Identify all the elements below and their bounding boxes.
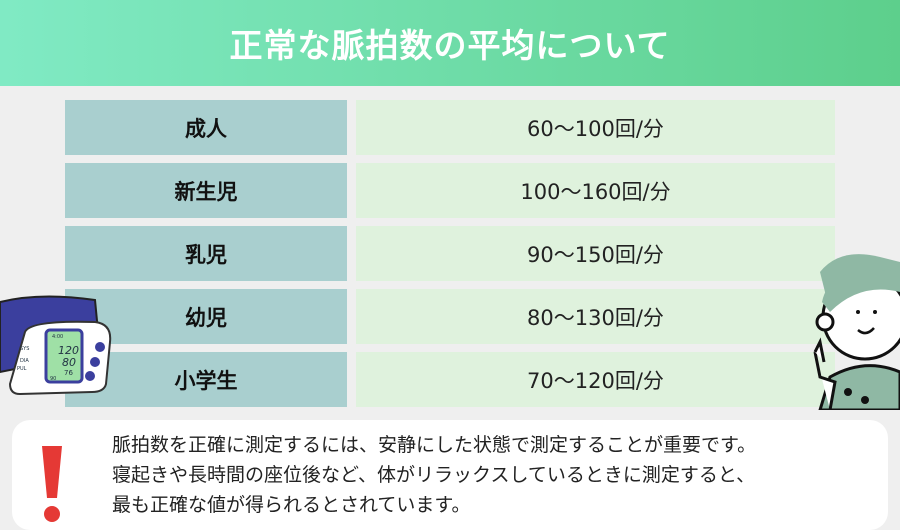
blood-pressure-monitor-icon: 4:00 SYS DIA PUL 120 80 76 90 [0, 295, 112, 396]
age-label: 新生児 [65, 163, 347, 218]
svg-text:90: 90 [50, 376, 56, 382]
svg-text:4:00: 4:00 [52, 334, 63, 340]
note-text: 脈拍数を正確に測定するには、安静にした状態で測定することが重要です。 寝起きや長時… [112, 430, 882, 520]
svg-text:120: 120 [58, 344, 79, 357]
table-row: 乳児 90〜150回/分 [65, 226, 835, 281]
age-label: 乳児 [65, 226, 347, 281]
svg-text:SYS: SYS [20, 346, 29, 352]
svg-text:80: 80 [62, 356, 76, 369]
svg-text:DIA: DIA [20, 358, 29, 364]
page-title: 正常な脈拍数の平均について [229, 26, 671, 65]
table-row: 成人 60〜100回/分 [65, 100, 835, 155]
note-line: 寝起きや長時間の座位後など、体がリラックスしているときに測定すると、 [112, 464, 756, 486]
header-banner: 正常な脈拍数の平均について [0, 0, 900, 86]
pulse-value: 80〜130回/分 [356, 289, 835, 344]
note-line: 脈拍数を正確に測定するには、安静にした状態で測定することが重要です。 [112, 434, 757, 456]
table-row: 幼児 80〜130回/分 [65, 289, 835, 344]
pulse-value: 100〜160回/分 [356, 163, 835, 218]
info-note: 脈拍数を正確に測定するには、安静にした状態で測定することが重要です。 寝起きや長時… [12, 420, 888, 530]
note-line: 最も正確な値が得られるとされています。 [112, 494, 471, 516]
age-label: 幼児 [65, 289, 347, 344]
table-row: 小学生 70〜120回/分 [65, 352, 835, 407]
exclamation-icon [42, 446, 62, 522]
svg-text:PUL: PUL [17, 366, 27, 372]
table-row: 新生児 100〜160回/分 [65, 163, 835, 218]
doctor-illustration [813, 254, 900, 410]
age-label: 小学生 [65, 352, 347, 407]
age-label: 成人 [65, 100, 347, 155]
pulse-value: 90〜150回/分 [356, 226, 835, 281]
pulse-value: 70〜120回/分 [356, 352, 835, 407]
pulse-value: 60〜100回/分 [356, 100, 835, 155]
svg-text:76: 76 [64, 369, 73, 377]
